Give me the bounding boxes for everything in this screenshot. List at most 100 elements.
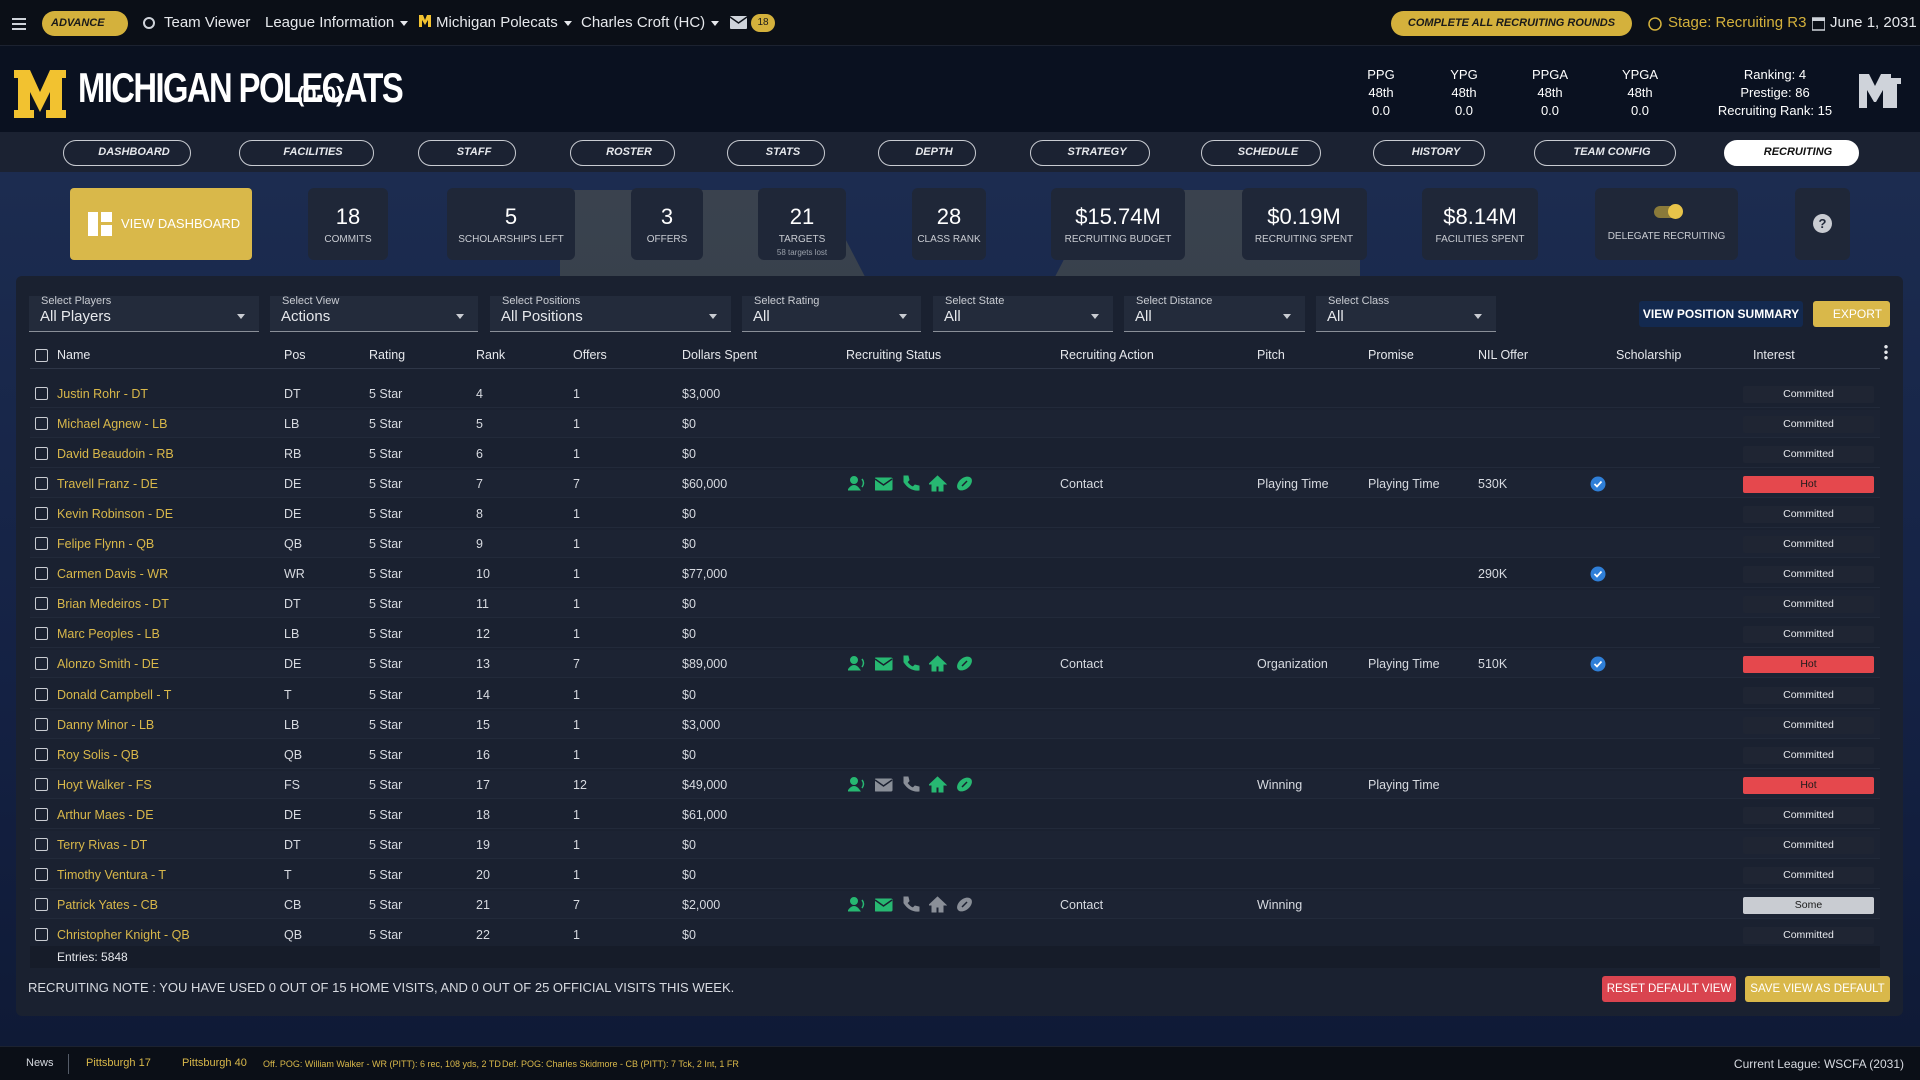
position-summary-button[interactable]: VIEW POSITION SUMMARY xyxy=(1639,301,1803,327)
cell-name[interactable]: Alonzo Smith - DE xyxy=(57,657,160,672)
view-dashboard-button[interactable]: VIEW DASHBOARD xyxy=(70,188,252,260)
filter-box[interactable] xyxy=(742,296,921,332)
row-checkbox[interactable] xyxy=(35,447,48,461)
help-button[interactable]: ? xyxy=(1813,214,1832,233)
filter-box[interactable] xyxy=(490,296,731,332)
status-icon[interactable] xyxy=(902,896,920,913)
nav-tab[interactable]: SCHEDULE xyxy=(1201,140,1321,166)
row-checkbox[interactable] xyxy=(35,567,48,581)
status-icon[interactable] xyxy=(902,776,920,793)
status-icon[interactable] xyxy=(929,896,947,913)
coach-selector[interactable]: Charles Croft (HC) xyxy=(581,14,720,31)
reset-button[interactable]: RESET DEFAULT VIEW xyxy=(1602,976,1736,1002)
status-icon[interactable] xyxy=(875,776,893,793)
status-icon[interactable] xyxy=(875,896,893,913)
row-checkbox[interactable] xyxy=(35,417,48,431)
filter-box[interactable] xyxy=(1316,296,1496,332)
status-icon[interactable] xyxy=(956,896,974,913)
nav-tab[interactable]: RECRUITING xyxy=(1723,140,1859,166)
advance-button[interactable]: ADVANCE xyxy=(42,11,128,36)
cell-name[interactable]: Danny Minor - LB xyxy=(57,717,155,732)
status-icon[interactable] xyxy=(848,475,866,492)
cell-name[interactable]: Brian Medeiros - DT xyxy=(57,597,169,612)
status-icon[interactable] xyxy=(929,775,947,793)
row-checkbox[interactable] xyxy=(35,747,48,761)
row-checkbox[interactable] xyxy=(35,687,48,701)
row-checkbox[interactable] xyxy=(35,477,48,491)
row-checkbox[interactable] xyxy=(35,867,48,881)
nav-tab[interactable]: STAFF xyxy=(418,140,516,166)
row-checkbox[interactable] xyxy=(35,507,48,521)
cell-name[interactable]: Justin Rohr - DT xyxy=(57,387,148,401)
cell-name[interactable]: Arthur Maes - DE xyxy=(57,807,154,822)
mail-icon[interactable] xyxy=(730,16,747,29)
mail-badge: 18 xyxy=(751,14,775,32)
kebab-menu[interactable] xyxy=(1884,344,1888,360)
nav-tab[interactable]: TEAM CONFIG xyxy=(1533,140,1677,166)
row-checkbox[interactable] xyxy=(35,597,48,611)
cell-name[interactable]: Roy Solis - QB xyxy=(57,747,139,762)
status-icon[interactable] xyxy=(902,475,920,492)
menu-icon[interactable] xyxy=(12,17,28,31)
status-icon[interactable] xyxy=(848,896,866,913)
status-icon[interactable] xyxy=(902,655,920,672)
cell-name[interactable]: David Beaudoin - RB xyxy=(57,447,174,462)
status-icon[interactable] xyxy=(956,475,974,492)
row-checkbox[interactable] xyxy=(35,387,48,400)
cell-name[interactable]: Timothy Ventura - T xyxy=(57,867,167,882)
status-icon[interactable] xyxy=(956,655,974,672)
status-icon[interactable] xyxy=(848,776,866,793)
row-checkbox[interactable] xyxy=(35,657,48,671)
nav-tab[interactable]: HISTORY xyxy=(1372,140,1486,166)
header-checkbox[interactable] xyxy=(35,349,48,362)
cell-name[interactable]: Michael Agnew - LB xyxy=(57,417,168,432)
nav-tab[interactable]: DEPTH xyxy=(878,140,976,166)
complete-rounds-button[interactable]: COMPLETE ALL RECRUITING ROUNDS xyxy=(1391,11,1632,36)
cell-name[interactable]: Travell Franz - DE xyxy=(57,477,158,492)
cell-name[interactable]: Terry Rivas - DT xyxy=(57,837,148,852)
cell-name[interactable]: Hoyt Walker - FS xyxy=(57,777,152,792)
row-checkbox[interactable] xyxy=(35,777,48,791)
cell-name[interactable]: Carmen Davis - WR xyxy=(57,567,169,582)
filter-box[interactable] xyxy=(1124,296,1305,332)
nav-tab[interactable]: ROSTER xyxy=(569,140,675,166)
scholarship-check xyxy=(1590,656,1606,672)
status-icon[interactable] xyxy=(929,475,947,492)
cell-pos: T xyxy=(284,687,292,702)
filter-box[interactable] xyxy=(270,296,478,332)
nav-tab[interactable]: STATS xyxy=(727,140,825,166)
nav-tab[interactable]: DASHBOARD xyxy=(63,140,191,166)
row-checkbox[interactable] xyxy=(35,537,48,551)
cell-pos: LB xyxy=(284,417,300,432)
cell-name[interactable]: Marc Peoples - LB xyxy=(57,627,160,642)
save-button[interactable]: SAVE VIEW AS DEFAULT xyxy=(1745,976,1890,1002)
cell-name[interactable]: Felipe Flynn - QB xyxy=(57,537,155,552)
row-checkbox[interactable] xyxy=(35,837,48,851)
game-score[interactable]: Pittsburgh 17 xyxy=(86,1057,151,1069)
filter-box[interactable] xyxy=(933,296,1113,332)
team-selector[interactable]: Michigan Polecats xyxy=(436,14,572,31)
row-checkbox[interactable] xyxy=(35,717,48,731)
cell-name[interactable]: Donald Campbell - T xyxy=(57,687,172,702)
row-checkbox[interactable] xyxy=(35,927,48,941)
row-checkbox[interactable] xyxy=(35,627,48,641)
status-icon[interactable] xyxy=(929,655,947,672)
status-icon[interactable] xyxy=(956,776,974,793)
status-icon[interactable] xyxy=(848,655,866,672)
cell-name[interactable]: Christopher Knight - QB xyxy=(57,927,190,942)
nav-tab[interactable]: STRATEGY xyxy=(1030,140,1150,166)
row-checkbox[interactable] xyxy=(35,807,48,821)
interest-badge: Committed xyxy=(1743,866,1874,884)
status-icon[interactable] xyxy=(875,475,893,492)
cell-name[interactable]: Patrick Yates - CB xyxy=(57,897,158,912)
nav-tab[interactable]: FACILITIES xyxy=(238,140,374,166)
team-viewer[interactable]: Team Viewer xyxy=(164,14,251,31)
team-record: (0-0) xyxy=(297,82,344,107)
export-button[interactable]: EXPORT xyxy=(1813,301,1890,327)
league-information[interactable]: League Information xyxy=(265,14,409,31)
filter-box[interactable] xyxy=(29,296,259,332)
status-icon[interactable] xyxy=(875,655,893,672)
row-checkbox[interactable] xyxy=(35,897,48,911)
cell-name[interactable]: Kevin Robinson - DE xyxy=(57,507,174,522)
game-score[interactable]: Pittsburgh 40 xyxy=(182,1057,247,1069)
